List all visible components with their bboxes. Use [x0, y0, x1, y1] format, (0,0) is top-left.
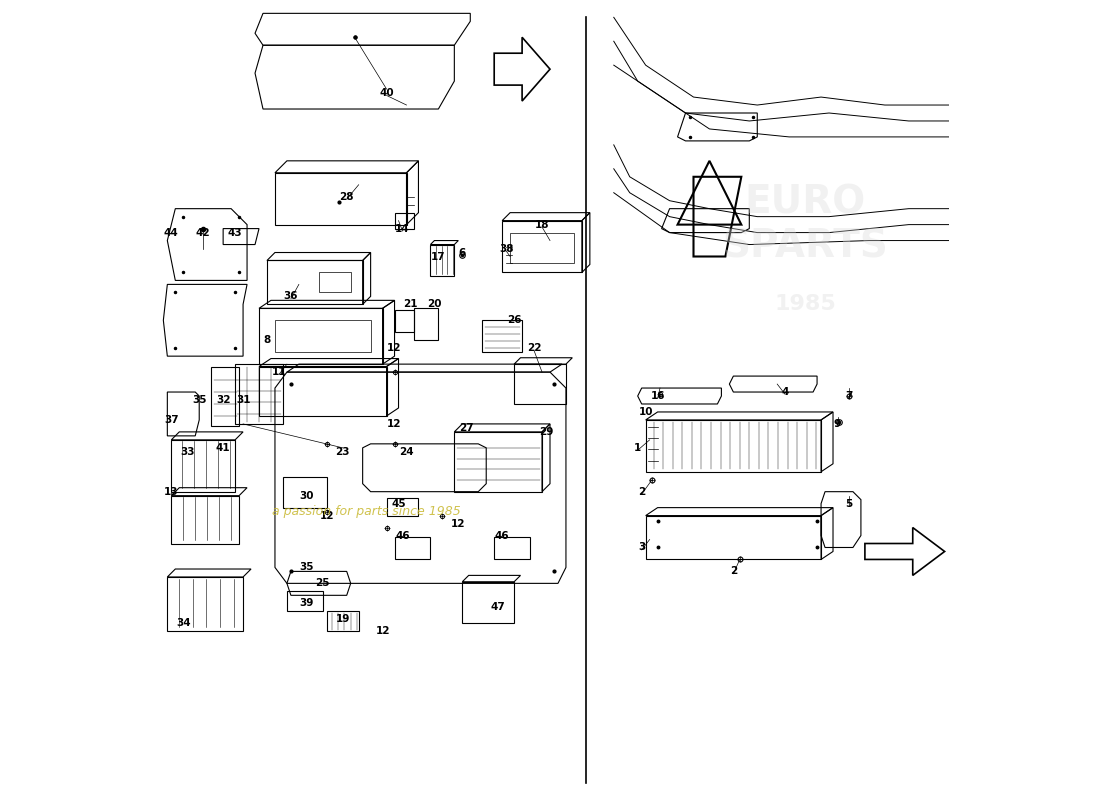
Text: 1985: 1985 — [774, 294, 836, 314]
Text: 28: 28 — [340, 192, 354, 202]
Text: 12: 12 — [387, 419, 402, 429]
Text: 36: 36 — [284, 291, 298, 302]
Text: 14: 14 — [395, 223, 410, 234]
Text: 4: 4 — [781, 387, 789, 397]
Text: 29: 29 — [539, 427, 553, 437]
Text: 12: 12 — [387, 343, 402, 353]
Text: 5: 5 — [845, 498, 853, 509]
Text: 21: 21 — [404, 299, 418, 310]
Text: 38: 38 — [499, 243, 514, 254]
Text: 35: 35 — [299, 562, 315, 573]
Text: 32: 32 — [216, 395, 230, 405]
Text: 20: 20 — [427, 299, 442, 310]
Text: 2: 2 — [638, 486, 646, 497]
Text: 12: 12 — [319, 510, 334, 521]
Text: 23: 23 — [336, 447, 350, 457]
Text: 9: 9 — [834, 419, 840, 429]
Text: 42: 42 — [196, 227, 210, 238]
Text: 12: 12 — [451, 518, 465, 529]
Text: 47: 47 — [491, 602, 506, 612]
Text: 12: 12 — [375, 626, 389, 636]
Text: 40: 40 — [379, 88, 394, 98]
Text: 1: 1 — [634, 443, 641, 453]
Text: 13: 13 — [164, 486, 178, 497]
Text: a passion for parts since 1985: a passion for parts since 1985 — [273, 505, 461, 518]
Text: 6: 6 — [459, 247, 466, 258]
Text: 16: 16 — [650, 391, 664, 401]
Text: 7: 7 — [845, 391, 853, 401]
Text: 43: 43 — [228, 227, 242, 238]
Text: 11: 11 — [272, 367, 286, 377]
Text: 2: 2 — [729, 566, 737, 577]
Text: 30: 30 — [299, 490, 315, 501]
Text: 39: 39 — [299, 598, 314, 608]
Text: 25: 25 — [316, 578, 330, 588]
Text: 33: 33 — [180, 447, 195, 457]
Text: 24: 24 — [399, 447, 414, 457]
Text: 44: 44 — [164, 227, 178, 238]
Text: 46: 46 — [495, 530, 509, 541]
Text: 22: 22 — [527, 343, 541, 353]
Text: 3: 3 — [638, 542, 646, 553]
Text: 35: 35 — [192, 395, 207, 405]
Text: 18: 18 — [535, 220, 549, 230]
Text: 45: 45 — [392, 498, 406, 509]
Text: 37: 37 — [164, 415, 178, 425]
Text: 46: 46 — [395, 530, 410, 541]
Text: 34: 34 — [176, 618, 190, 628]
Text: 26: 26 — [507, 315, 521, 326]
Text: 19: 19 — [336, 614, 350, 624]
Text: EURO
SPARTS: EURO SPARTS — [723, 184, 888, 266]
Text: 41: 41 — [216, 443, 231, 453]
Text: 10: 10 — [638, 407, 653, 417]
Text: 8: 8 — [263, 335, 271, 346]
Text: 17: 17 — [431, 251, 446, 262]
Text: 27: 27 — [459, 423, 474, 433]
Text: 31: 31 — [235, 395, 251, 405]
